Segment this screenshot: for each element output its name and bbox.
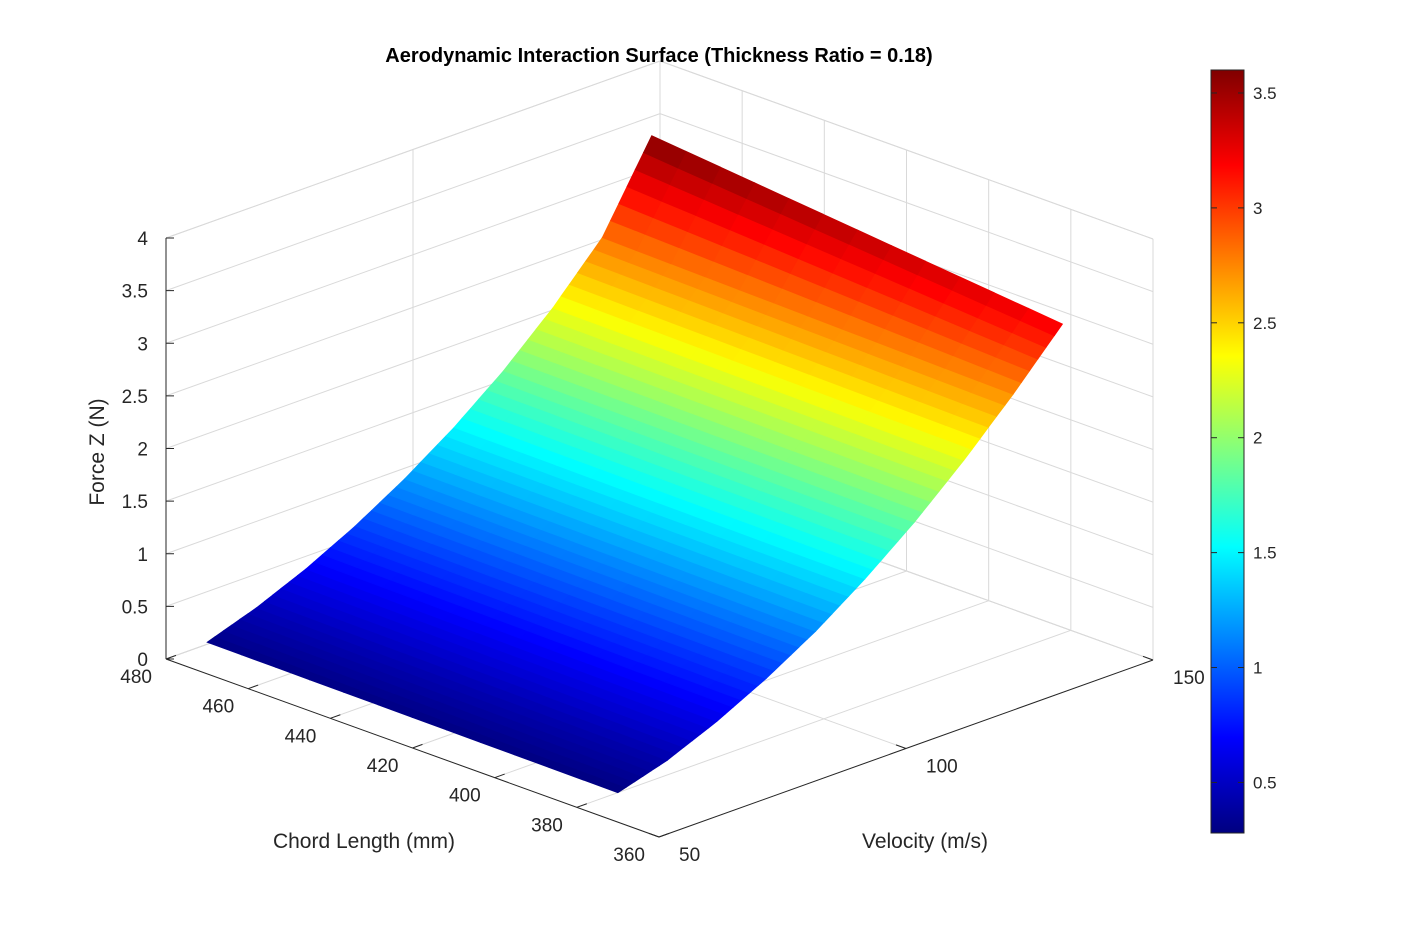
x-tick-mark [576,803,588,808]
x-tick-label: 400 [449,786,481,807]
y-tick-label: 150 [1173,668,1205,689]
x-axis-label: Chord Length (mm) [273,830,455,853]
z-tick-label: 3.5 [122,282,148,303]
colorbar-tick-label: 2.5 [1253,314,1277,333]
z-tick-label: 4 [137,229,148,250]
z-tick-label: 2.5 [122,387,148,408]
y-tick-mark [1142,655,1154,661]
x-tick-mark [494,773,505,779]
z-tick-label: 0.5 [122,597,148,618]
x-tick-label: 420 [367,756,399,777]
x-tick-label: 460 [202,697,234,718]
chart-title: Aerodynamic Interaction Surface (Thickne… [385,45,932,67]
colorbar-tick-label: 3.5 [1253,84,1277,103]
x-tick-mark [165,654,177,660]
z-tick-label: 3 [137,334,148,355]
z-tick-label: 2 [137,440,148,461]
colorbar-tick-label: 0.5 [1253,773,1277,792]
x-tick-mark [247,684,259,690]
x-tick-label: 440 [285,726,317,747]
colorbar: 0.5 1 1.5 2 2.5 3 3.5 [1210,69,1277,834]
x-tick-mark [658,832,670,838]
colorbar-fill [1210,69,1245,834]
x-tick-mark [412,743,423,749]
z-axis-label: Force Z (N) [86,398,109,505]
x-tick-label: 360 [613,845,645,866]
z-tick-label: 0 [137,650,148,671]
colorbar-tick-label: 1.5 [1253,544,1277,563]
ticks-layer: 360 380 400 420 440 460 480 50 100 150 0 0.5 1 1.5 2 2.… [120,229,1204,866]
y-tick-label: 50 [679,845,700,866]
z-tick-label: 1.5 [122,492,148,513]
x-tick-label: 380 [531,815,563,836]
y-axis-label: Velocity (m/s) [862,830,988,853]
colorbar-tick-label: 1 [1253,659,1262,678]
surface-facet [642,135,687,169]
colorbar-ticks: 0.5 1 1.5 2 2.5 3 3.5 [1211,84,1277,792]
y-tick-label: 100 [926,757,958,778]
x-tick-mark [330,714,341,719]
x-tick-label: 480 [120,667,152,688]
y-tick-mark [648,832,660,838]
surface-layer [206,135,1064,794]
y-tick-mark [895,744,907,749]
colorbar-tick-label: 3 [1253,199,1262,218]
colorbar-tick-label: 2 [1253,429,1262,448]
z-tick-label: 1 [137,545,148,566]
